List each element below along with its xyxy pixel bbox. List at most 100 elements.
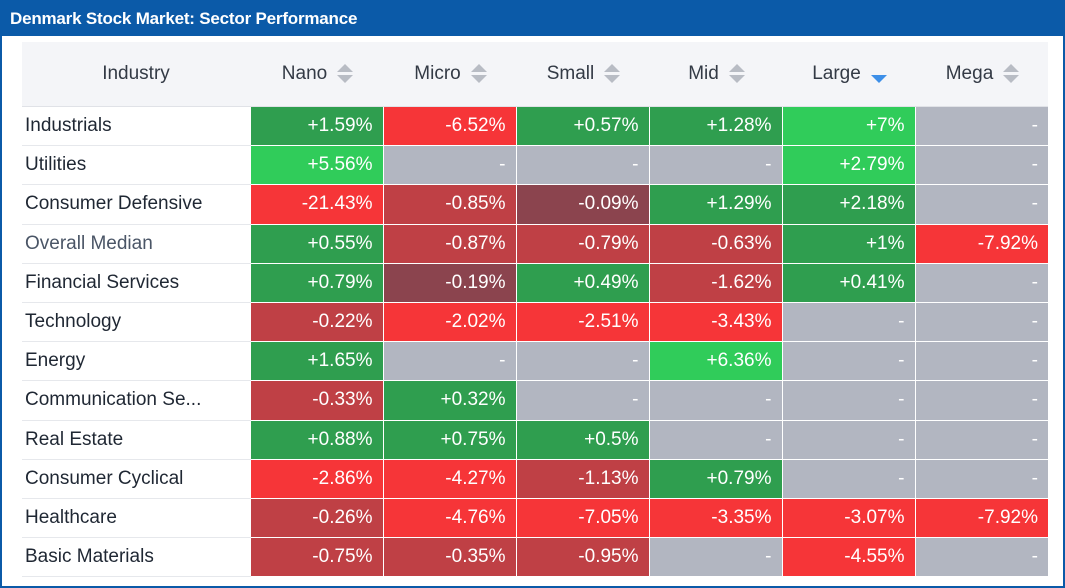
value-cell[interactable]: - [648, 145, 782, 186]
value-cell[interactable]: -4.55% [781, 537, 915, 578]
industry-cell[interactable]: Healthcare [22, 498, 250, 539]
column-header-mid[interactable]: Mid [649, 42, 782, 107]
value-cell[interactable]: - [648, 537, 782, 578]
value-cell[interactable]: +5.56% [249, 145, 383, 186]
table-row[interactable]: Technology -0.22% -2.02% -2.51% -3.43% - - [22, 302, 1048, 343]
sort-icon[interactable] [604, 63, 621, 85]
value-cell[interactable]: -0.19% [382, 263, 516, 303]
value-cell[interactable]: +0.32% [382, 380, 516, 421]
industry-cell[interactable]: Real Estate [22, 420, 250, 460]
value-cell[interactable]: +0.49% [515, 263, 649, 303]
value-cell[interactable]: - [515, 380, 649, 421]
value-cell[interactable]: - [781, 341, 915, 382]
value-cell[interactable]: - [914, 106, 1048, 147]
value-cell[interactable]: - [914, 341, 1048, 382]
table-row[interactable]: Financial Services +0.79% -0.19% +0.49% -1.6… [22, 263, 1048, 303]
value-cell[interactable]: - [914, 459, 1048, 499]
value-cell[interactable]: -0.85% [382, 184, 516, 225]
value-cell[interactable]: - [914, 184, 1048, 225]
value-cell[interactable]: - [781, 420, 915, 460]
value-cell[interactable]: -3.35% [648, 498, 782, 539]
value-cell[interactable]: +0.79% [249, 263, 383, 303]
sort-icon[interactable] [337, 63, 354, 85]
value-cell[interactable]: +1.59% [249, 106, 383, 147]
value-cell[interactable]: -0.26% [249, 498, 383, 539]
table-row[interactable]: Overall Median +0.55% -0.87% -0.79% -0.63% +1… [22, 224, 1048, 264]
value-cell[interactable]: -7.92% [914, 224, 1048, 264]
value-cell[interactable]: -0.63% [648, 224, 782, 264]
value-cell[interactable]: - [914, 302, 1048, 343]
column-header-small[interactable]: Small [516, 42, 649, 107]
table-row[interactable]: Real Estate +0.88% +0.75% +0.5% - - - [22, 420, 1048, 460]
value-cell[interactable]: -0.35% [382, 537, 516, 578]
value-cell[interactable]: -2.51% [515, 302, 649, 343]
value-cell[interactable]: -7.05% [515, 498, 649, 539]
value-cell[interactable]: - [781, 380, 915, 421]
industry-cell[interactable]: Consumer Defensive [22, 184, 250, 225]
column-header-nano[interactable]: Nano [250, 42, 383, 107]
value-cell[interactable]: -3.07% [781, 498, 915, 539]
value-cell[interactable]: +2.18% [781, 184, 915, 225]
value-cell[interactable]: -0.22% [249, 302, 383, 343]
value-cell[interactable]: +0.79% [648, 459, 782, 499]
industry-cell[interactable]: Industrials [22, 106, 250, 147]
value-cell[interactable]: -1.62% [648, 263, 782, 303]
sort-icon[interactable] [470, 63, 487, 85]
value-cell[interactable]: - [914, 380, 1048, 421]
value-cell[interactable]: - [781, 459, 915, 499]
sort-icon[interactable] [728, 63, 745, 85]
value-cell[interactable]: - [648, 420, 782, 460]
industry-cell[interactable]: Utilities [22, 145, 250, 186]
column-header-industry[interactable]: Industry [22, 42, 250, 107]
table-row[interactable]: Healthcare -0.26% -4.76% -7.05% -3.35% -3.07%… [22, 498, 1048, 539]
industry-cell[interactable]: Consumer Cyclical [22, 459, 250, 499]
value-cell[interactable]: +2.79% [781, 145, 915, 186]
value-cell[interactable]: -6.52% [382, 106, 516, 147]
value-cell[interactable]: -0.95% [515, 537, 649, 578]
value-cell[interactable]: - [914, 420, 1048, 460]
sort-icon[interactable] [1003, 63, 1020, 85]
table-row[interactable]: Energy +1.65% - - +6.36% - - [22, 341, 1048, 382]
value-cell[interactable]: -4.76% [382, 498, 516, 539]
table-row[interactable]: Consumer Cyclical -2.86% -4.27% -1.13% +0.79… [22, 459, 1048, 499]
value-cell[interactable]: +0.57% [515, 106, 649, 147]
table-row[interactable]: Communication Se... -0.33% +0.32% - - - - [22, 380, 1048, 421]
value-cell[interactable]: +0.88% [249, 420, 383, 460]
table-row[interactable]: Consumer Defensive -21.43% -0.85% -0.09% +1.… [22, 184, 1048, 225]
value-cell[interactable]: - [515, 341, 649, 382]
column-header-mega[interactable]: Mega [915, 42, 1048, 107]
column-header-large[interactable]: Large [782, 42, 915, 107]
table-row[interactable]: Utilities +5.56% - - - +2.79% - [22, 145, 1048, 186]
value-cell[interactable]: +1.28% [648, 106, 782, 147]
sort-descending-icon[interactable] [870, 63, 887, 85]
value-cell[interactable]: -2.86% [249, 459, 383, 499]
value-cell[interactable]: - [515, 145, 649, 186]
value-cell[interactable]: - [382, 341, 516, 382]
industry-cell[interactable]: Technology [22, 302, 250, 343]
value-cell[interactable]: - [914, 145, 1048, 186]
value-cell[interactable]: +0.41% [781, 263, 915, 303]
value-cell[interactable]: -21.43% [249, 184, 383, 225]
value-cell[interactable]: - [781, 302, 915, 343]
industry-cell[interactable]: Energy [22, 341, 250, 382]
value-cell[interactable]: -0.87% [382, 224, 516, 264]
value-cell[interactable]: +0.75% [382, 420, 516, 460]
value-cell[interactable]: -4.27% [382, 459, 516, 499]
value-cell[interactable]: -7.92% [914, 498, 1048, 539]
industry-cell[interactable]: Basic Materials [22, 537, 250, 578]
table-row[interactable]: Industrials +1.59% -6.52% +0.57% +1.28% +7% - [22, 106, 1048, 147]
value-cell[interactable]: - [914, 537, 1048, 578]
industry-cell[interactable]: Communication Se... [22, 380, 250, 421]
industry-cell[interactable]: Financial Services [22, 263, 250, 303]
value-cell[interactable]: - [914, 263, 1048, 303]
value-cell[interactable]: - [648, 380, 782, 421]
value-cell[interactable]: - [382, 145, 516, 186]
table-row[interactable]: Basic Materials -0.75% -0.35% -0.95% - -4.55%… [22, 537, 1048, 578]
value-cell[interactable]: +6.36% [648, 341, 782, 382]
industry-cell[interactable]: Overall Median [22, 224, 250, 264]
value-cell[interactable]: +1% [781, 224, 915, 264]
value-cell[interactable]: -3.43% [648, 302, 782, 343]
value-cell[interactable]: -0.33% [249, 380, 383, 421]
value-cell[interactable]: +0.5% [515, 420, 649, 460]
value-cell[interactable]: -1.13% [515, 459, 649, 499]
